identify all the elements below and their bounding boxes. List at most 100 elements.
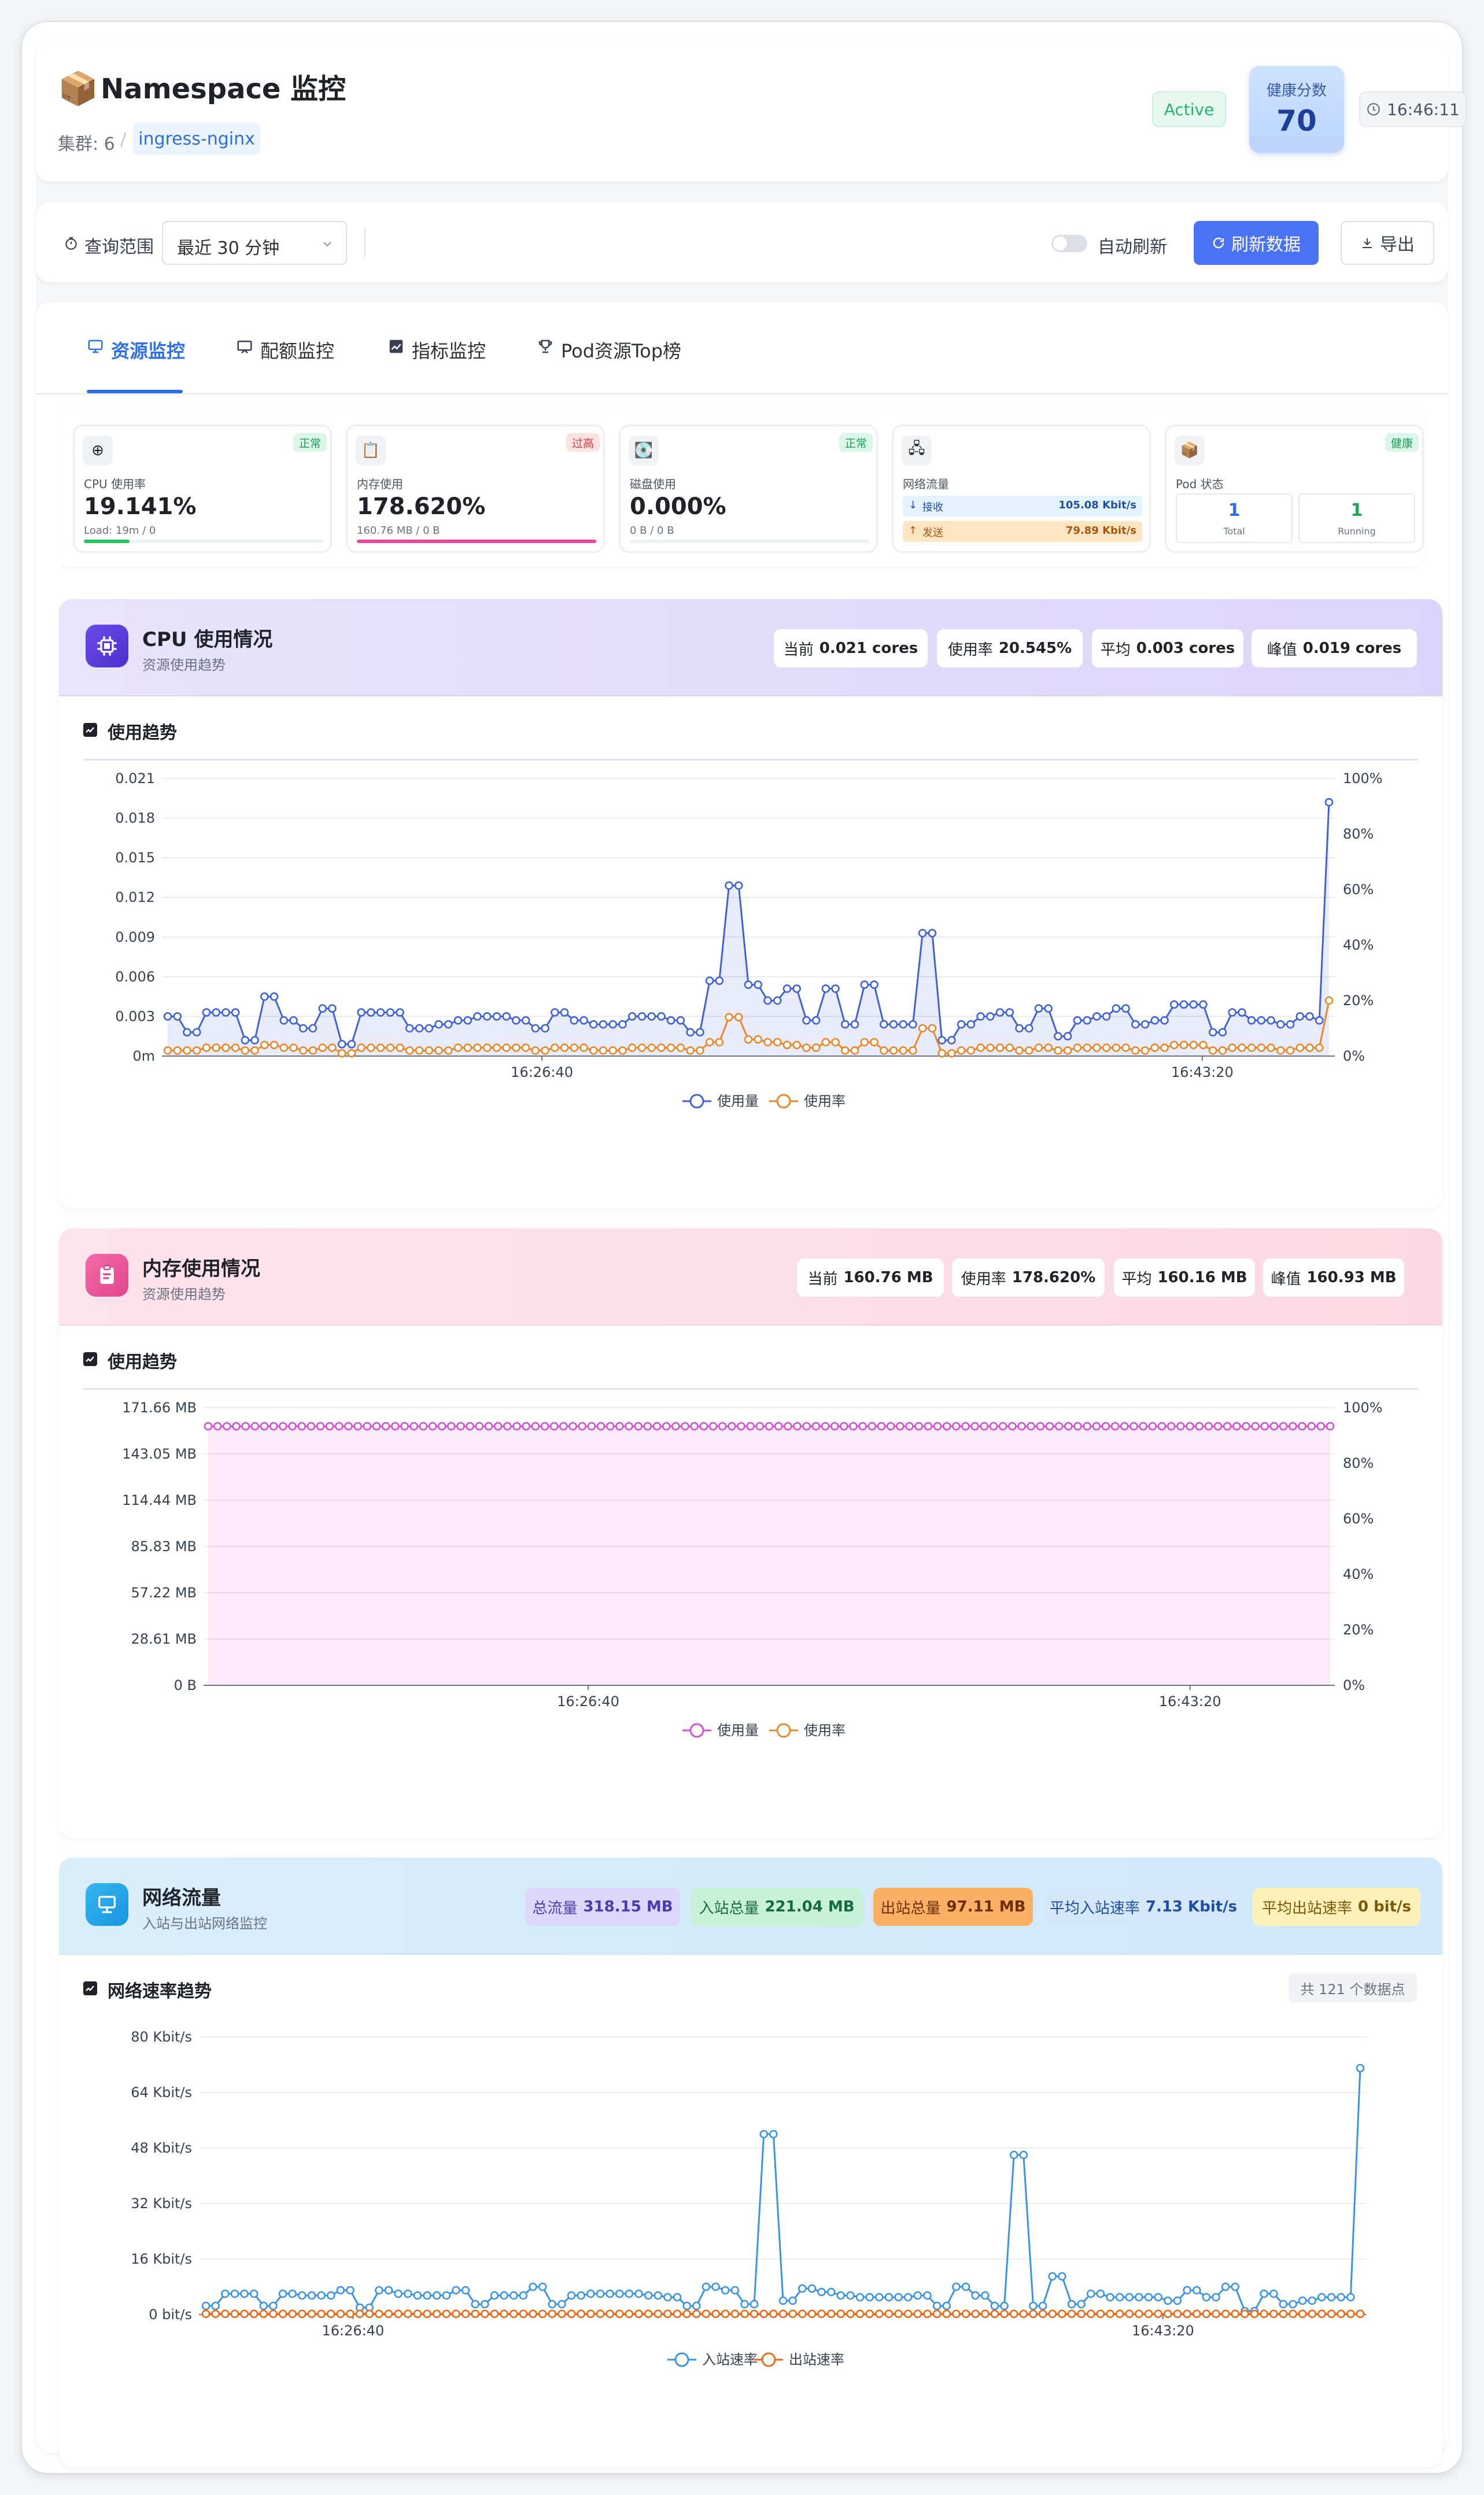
data-point: [1251, 1422, 1260, 1431]
data-point: [1129, 1422, 1138, 1431]
data-point: [961, 2309, 970, 2319]
data-point: [889, 1046, 898, 1055]
stat-value: 178.620%: [1012, 1269, 1096, 1286]
data-point: [240, 2309, 249, 2319]
y2-tick-label: 100%: [1343, 770, 1383, 787]
y-tick-label: 143.05 MB: [122, 1446, 197, 1462]
auto-refresh-toggle[interactable]: [1051, 235, 1087, 252]
stat-value: 0.019 cores: [1302, 640, 1402, 657]
data-point: [1231, 2282, 1240, 2291]
data-point: [1140, 1020, 1150, 1029]
refresh-button[interactable]: 刷新数据: [1194, 221, 1319, 265]
data-point: [1009, 2150, 1018, 2160]
data-point: [841, 1020, 850, 1029]
data-point: [230, 2289, 239, 2298]
data-point: [899, 1046, 908, 1055]
data-point: [1083, 1016, 1091, 1025]
data-point: [1017, 1422, 1026, 1431]
trend-chart-icon: [83, 723, 97, 737]
data-point: [705, 976, 714, 986]
data-point: [1054, 1046, 1062, 1055]
data-point: [1034, 1004, 1043, 1013]
data-point: [288, 1422, 297, 1431]
memory-stat-usage: 使用率 178.620%: [952, 1258, 1105, 1297]
data-point: [484, 1422, 493, 1431]
data-point: [899, 1020, 908, 1029]
divider: [364, 228, 366, 257]
data-point: [708, 1422, 718, 1431]
data-point: [463, 1016, 472, 1025]
page-content: 📦 Namespace 监控 集群: 6 / ingress-nginx Act…: [36, 42, 1467, 2467]
data-point: [173, 1046, 182, 1055]
data-point: [971, 2291, 980, 2300]
data-point: [444, 1046, 453, 1055]
data-point: [578, 1422, 586, 1431]
cpu-panel: CPU 使用情况 资源使用趋势 当前 0.021 cores 使用率 20.545%…: [59, 599, 1442, 1209]
data-point: [1125, 2293, 1134, 2302]
data-point: [269, 2309, 278, 2319]
y2-tick-label: 20%: [1343, 1622, 1374, 1638]
data-point: [519, 2309, 528, 2319]
data-point: [423, 2309, 431, 2319]
network-tx-row: ↑ 发送 79.89 Kbit/s: [903, 521, 1142, 542]
data-point: [289, 1016, 298, 1025]
data-point: [1038, 2301, 1047, 2311]
data-point: [1238, 1008, 1246, 1017]
data-point: [1356, 2064, 1365, 2073]
data-point: [957, 1020, 966, 1029]
data-point: [1121, 1043, 1130, 1052]
data-point: [830, 1422, 839, 1431]
data-point: [346, 2309, 355, 2319]
data-point: [1073, 1422, 1082, 1431]
time-text: 16:46:11: [1387, 99, 1460, 119]
tab-pod-top-label: Pod资源Top榜: [561, 340, 682, 362]
export-button[interactable]: 导出: [1341, 221, 1434, 265]
data-point: [183, 1028, 191, 1037]
data-point: [1157, 1422, 1166, 1431]
data-point: [577, 2309, 586, 2319]
data-point: [784, 1422, 792, 1431]
data-point: [1106, 2293, 1114, 2302]
data-point: [549, 1422, 559, 1431]
data-point: [1269, 2309, 1278, 2319]
data-point: [394, 2309, 403, 2319]
y-tick-label: 0 B: [174, 1677, 197, 1693]
net-stat-inbound: 入站总量 221.04 MB: [691, 1888, 863, 1926]
data-point: [884, 2309, 894, 2319]
legend-label: 使用量: [717, 1093, 759, 1109]
legend-label: 使用率: [804, 1093, 846, 1109]
memory-progress-track: [357, 540, 596, 543]
cpu-icon: ⊕: [83, 435, 113, 466]
data-point: [1276, 1046, 1285, 1055]
memory-summary-value: 178.620%: [357, 493, 486, 520]
data-point: [1269, 1422, 1279, 1431]
data-point: [192, 1028, 201, 1037]
network-panel-subtitle: 入站与出站网络监控: [142, 1915, 267, 1932]
data-point: [452, 2309, 460, 2319]
data-point: [1106, 2309, 1114, 2319]
data-point: [1213, 1422, 1223, 1431]
data-point: [734, 881, 743, 890]
data-point: [615, 2309, 624, 2319]
data-point: [759, 2309, 769, 2319]
data-point: [260, 1040, 269, 1050]
data-point: [512, 1016, 520, 1025]
data-point: [279, 1422, 287, 1431]
refresh-icon: [1213, 237, 1224, 249]
refresh-button-label: 刷新数据: [1231, 235, 1301, 255]
network-panel-title: 网络流量: [142, 1887, 221, 1910]
data-point: [1148, 1422, 1157, 1431]
data-point: [1063, 1032, 1072, 1041]
data-point: [1346, 2293, 1355, 2302]
range-select[interactable]: 最近 30 分钟: [162, 221, 347, 265]
cpu-panel-header: CPU 使用情况 资源使用趋势 当前 0.021 cores 使用率 20.545%…: [59, 599, 1442, 696]
data-point: [1179, 1040, 1188, 1050]
data-point: [558, 2300, 566, 2309]
data-point: [1317, 2293, 1326, 2302]
legend-marker: [776, 1723, 791, 1738]
data-point: [232, 1422, 241, 1431]
data-point: [481, 2300, 489, 2309]
data-point: [220, 2289, 230, 2298]
data-point: [1279, 2309, 1288, 2319]
namespace-tag[interactable]: ingress-nginx: [133, 123, 260, 155]
